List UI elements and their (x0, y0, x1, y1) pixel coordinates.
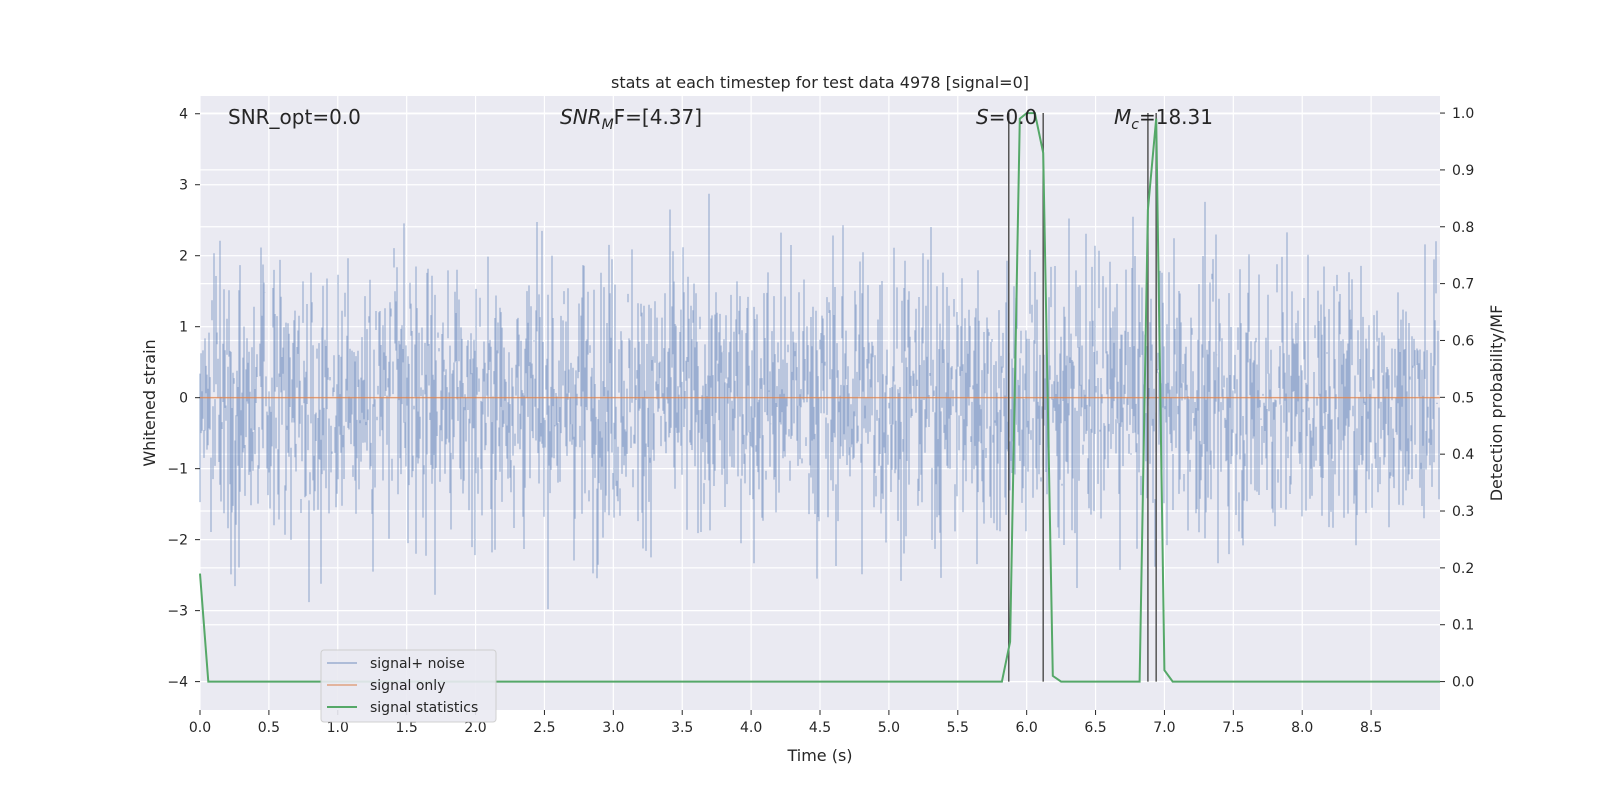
snr-opt-annotation: SNR_opt=0.0 (228, 105, 361, 129)
y-tick-label-left: 4 (179, 107, 188, 123)
x-tick-label: 6.5 (1084, 720, 1106, 736)
y-axis-label-left: Whitened strain (140, 339, 159, 466)
mc-rest: =18.31 (1139, 105, 1213, 129)
noise-trace (199, 193, 1440, 610)
legend-label-stats: signal statistics (370, 700, 478, 716)
noise-series (199, 193, 1440, 610)
mc-annotation: Mc=18.31 (1114, 105, 1213, 133)
legend: signal+ noise signal only signal statist… (320, 649, 497, 723)
y-tick-label-right: 0.3 (1452, 504, 1474, 520)
x-tick-label: 8.0 (1291, 720, 1313, 736)
s-rest: =0.0 (989, 105, 1038, 129)
y-tick-label-left: −3 (167, 604, 188, 620)
y-tick-label-left: 0 (179, 391, 188, 407)
x-tick-label: 1.0 (327, 720, 349, 736)
x-ticks: 0.0 0.5 1.0 1.5 2.0 2.5 3.0 3.5 4.0 4.5 5.0 5.5 6.0 6… (189, 710, 1382, 736)
x-tick-label: 2.0 (464, 720, 486, 736)
y-tick-label-right: 0.7 (1452, 277, 1474, 293)
y-tick-label-right: 0.5 (1452, 390, 1474, 406)
legend-label-signal: signal only (370, 678, 445, 694)
y-ticks-right: 1.0 0.9 0.8 0.7 0.6 0.5 0.4 0.3 0.2 0.1 0.0 (1440, 106, 1474, 691)
x-tick-label: 4.0 (740, 720, 762, 736)
legend-label-noise: signal+ noise (370, 656, 465, 672)
y-tick-label-right: 0.9 (1452, 163, 1474, 179)
x-tick-label: 3.0 (602, 720, 624, 736)
x-tick-label: 8.5 (1360, 720, 1382, 736)
y-ticks-left: 4 3 2 1 0 −1 −2 −3 −4 (167, 107, 200, 691)
x-tick-label: 3.5 (671, 720, 693, 736)
vertical-markers (1008, 113, 1157, 682)
s-annotation: S=0.0 (976, 105, 1037, 129)
x-tick-label: 0.5 (258, 720, 280, 736)
y-tick-label-right: 0.0 (1452, 675, 1474, 691)
y-tick-label-right: 0.2 (1452, 561, 1474, 577)
y-tick-label-right: 0.4 (1452, 447, 1474, 463)
signal-statistics-line (199, 112, 1440, 683)
y-tick-label-right: 1.0 (1452, 106, 1474, 122)
x-tick-label: 4.5 (809, 720, 831, 736)
snr-mf-rest: F=[4.37] (614, 105, 702, 129)
y-tick-label-left: 2 (179, 249, 188, 265)
snr-mf-annotation: SNRMF=[4.37] (560, 105, 702, 133)
y-tick-label-left: 1 (179, 320, 188, 336)
x-tick-label: 5.5 (947, 720, 969, 736)
x-tick-label: 7.0 (1153, 720, 1175, 736)
x-tick-label: 1.5 (396, 720, 418, 736)
x-axis-label: Time (s) (786, 746, 852, 765)
mc-main: M (1114, 105, 1131, 129)
x-tick-label: 6.0 (1016, 720, 1038, 736)
y-tick-label-right: 0.8 (1452, 220, 1474, 236)
y-tick-label-left: 3 (179, 178, 188, 194)
snr-mf-sub: M (602, 117, 614, 133)
chart-title: stats at each timestep for test data 497… (611, 73, 1029, 92)
x-tick-label: 7.5 (1222, 720, 1244, 736)
y-tick-label-left: −4 (167, 675, 188, 691)
mc-sub: c (1131, 117, 1139, 133)
s-main: S (976, 105, 989, 129)
x-tick-label: 2.5 (533, 720, 555, 736)
y-axis-label-right: Detection probability/MF (1487, 305, 1506, 502)
x-tick-label: 0.0 (189, 720, 211, 736)
y-tick-label-right: 0.1 (1452, 618, 1474, 634)
x-tick-label: 5.0 (878, 720, 900, 736)
y-tick-label-left: −1 (167, 462, 188, 478)
y-tick-label-right: 0.6 (1452, 333, 1474, 349)
legend-box (320, 649, 497, 723)
y-tick-label-left: −2 (167, 533, 188, 549)
snr-mf-main: SNR (560, 105, 602, 129)
